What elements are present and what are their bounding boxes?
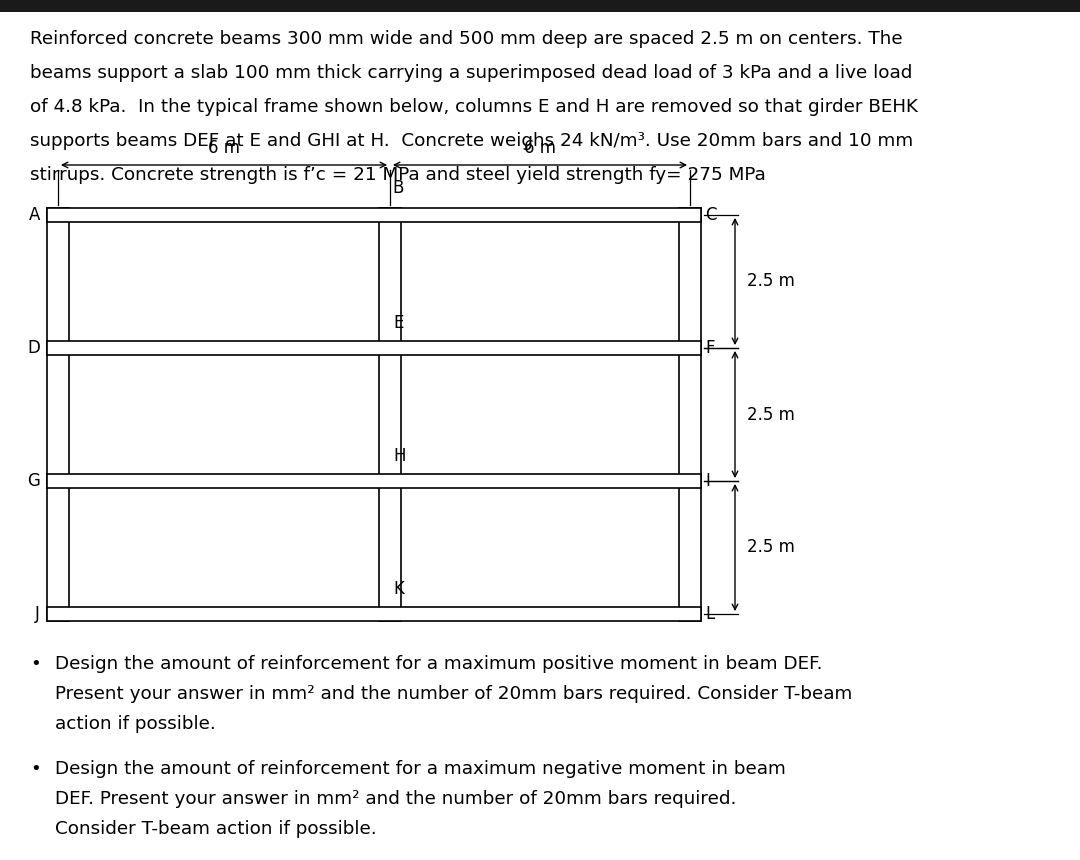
Text: 2.5 m: 2.5 m — [747, 273, 795, 291]
Text: B: B — [392, 179, 403, 197]
Text: J: J — [36, 605, 40, 623]
Bar — [48, 208, 69, 621]
Text: •: • — [30, 760, 41, 778]
Text: 6 m: 6 m — [524, 139, 556, 157]
Text: DEF. Present your answer in mm² and the number of 20mm bars required.: DEF. Present your answer in mm² and the … — [55, 790, 737, 808]
Bar — [48, 474, 701, 488]
Bar — [48, 208, 701, 222]
Text: beams support a slab 100 mm thick carrying a superimposed dead load of 3 kPa and: beams support a slab 100 mm thick carryi… — [30, 64, 913, 82]
Text: Reinforced concrete beams 300 mm wide and 500 mm deep are spaced 2.5 m on center: Reinforced concrete beams 300 mm wide an… — [30, 30, 903, 48]
Text: A: A — [29, 206, 40, 224]
Text: 6 m: 6 m — [208, 139, 240, 157]
Text: K: K — [393, 580, 404, 598]
Text: Design the amount of reinforcement for a maximum positive moment in beam DEF.: Design the amount of reinforcement for a… — [55, 655, 823, 673]
Text: 2.5 m: 2.5 m — [747, 406, 795, 423]
Text: L: L — [705, 605, 714, 623]
Text: Consider T-beam action if possible.: Consider T-beam action if possible. — [55, 820, 377, 838]
Bar — [0, 0, 1080, 12]
Text: Design the amount of reinforcement for a maximum negative moment in beam: Design the amount of reinforcement for a… — [55, 760, 786, 778]
Bar — [379, 208, 401, 621]
Text: action if possible.: action if possible. — [55, 715, 216, 733]
Text: H: H — [393, 447, 405, 465]
Text: D: D — [27, 339, 40, 357]
Text: E: E — [393, 314, 403, 332]
Text: •: • — [30, 655, 41, 673]
Text: stirrups. Concrete strength is f’c = 21 MPa and steel yield strength fy= 275 MPa: stirrups. Concrete strength is f’c = 21 … — [30, 166, 766, 184]
Bar — [48, 607, 701, 621]
Text: F: F — [705, 339, 715, 357]
Text: Present your answer in mm² and the number of 20mm bars required. Consider T-beam: Present your answer in mm² and the numbe… — [55, 685, 852, 703]
Bar — [679, 208, 701, 621]
Text: C: C — [705, 206, 716, 224]
Bar — [48, 341, 701, 355]
Text: I: I — [705, 472, 710, 490]
Text: supports beams DEF at E and GHI at H.  Concrete weighs 24 kN/m³. Use 20mm bars a: supports beams DEF at E and GHI at H. Co… — [30, 132, 914, 150]
Text: of 4.8 kPa.  In the typical frame shown below, columns E and H are removed so th: of 4.8 kPa. In the typical frame shown b… — [30, 98, 918, 116]
Text: 2.5 m: 2.5 m — [747, 538, 795, 556]
Text: G: G — [27, 472, 40, 490]
